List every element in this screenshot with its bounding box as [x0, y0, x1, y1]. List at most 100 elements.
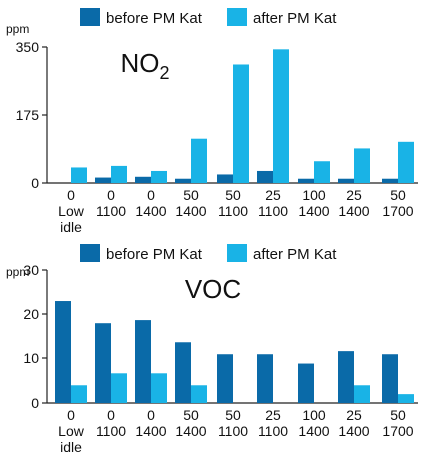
bar-after	[398, 394, 414, 403]
bar-before	[257, 170, 273, 183]
x-category-label-line: 25	[265, 407, 281, 423]
legend-item: before PM Kat	[80, 8, 203, 27]
y-tick-label: 20	[23, 306, 39, 322]
bar-after	[314, 161, 330, 183]
x-category-label-line: 1100	[258, 203, 288, 219]
y-tick-label: 0	[31, 395, 39, 411]
x-category-label: 0 1400	[135, 187, 166, 219]
x-category-label-line: 1400	[175, 423, 206, 439]
y-tick-label: 30	[23, 262, 39, 278]
x-category-label-line: 0	[147, 407, 155, 423]
legend-label: after PM Kat	[253, 10, 337, 27]
x-category-label-line: 50	[183, 407, 199, 423]
bar-after	[151, 170, 167, 183]
legend-swatch	[227, 8, 247, 26]
x-category-label: 0 1100	[96, 407, 126, 439]
bar-before	[338, 351, 354, 403]
legend-item: after PM Kat	[227, 8, 337, 27]
x-category-label-line: 1400	[135, 423, 166, 439]
bar-after	[398, 141, 414, 183]
bar-before	[95, 177, 111, 183]
x-category-label: 0 1400	[135, 407, 166, 439]
x-category-label-line: 25	[346, 407, 362, 423]
x-category-label-line: 0	[67, 187, 75, 203]
x-category-label-line: 0	[67, 407, 75, 423]
x-category-label-line: idle	[60, 219, 82, 235]
bar-after	[233, 64, 249, 183]
legend: before PM Kat after PM Kat	[80, 244, 337, 263]
bar-before	[382, 178, 398, 183]
bar-after	[354, 148, 370, 183]
x-category-label-line: 100	[302, 407, 326, 423]
x-category-label: 0 Low idle	[58, 407, 85, 455]
bar-before	[338, 178, 354, 183]
x-category-label: 25 1100	[258, 187, 288, 219]
x-category-label-line: 0	[107, 407, 115, 423]
x-category-label-line: 1100	[218, 203, 248, 219]
bar-after	[71, 167, 87, 183]
bar-after	[191, 385, 207, 403]
x-category-label: 50 1400	[175, 187, 206, 219]
x-category-label-line: 50	[390, 187, 406, 203]
x-category-label: 0 Low idle	[58, 187, 85, 235]
bar-before	[298, 363, 314, 403]
bar-after	[354, 385, 370, 403]
bar-before	[95, 323, 111, 403]
y-tick-label: 0	[31, 175, 39, 191]
y-tick-label: 350	[16, 39, 40, 55]
bar-before	[257, 354, 273, 403]
x-category-label-line: 25	[265, 187, 281, 203]
x-category-label-line: 50	[225, 407, 241, 423]
y-tick-label: 10	[23, 350, 39, 366]
x-category-label: 50 1100	[218, 407, 248, 439]
x-category-label-line: 1100	[258, 423, 288, 439]
x-category-label: 100 1400	[298, 187, 329, 219]
x-category-label-line: 50	[390, 407, 406, 423]
x-category-label-line: 1400	[298, 203, 329, 219]
chart-title: NO2	[120, 48, 169, 83]
x-category-label-line: 1400	[298, 423, 329, 439]
bar-before	[135, 176, 151, 183]
legend-label: after PM Kat	[253, 246, 337, 263]
legend-item: before PM Kat	[80, 244, 203, 263]
chart-title-subscript: 2	[159, 63, 169, 83]
y-tick-label: 175	[16, 107, 40, 123]
x-category-label: 25 1400	[338, 407, 369, 439]
x-category-label: 50 1100	[218, 187, 248, 219]
x-category-label-line: 100	[302, 187, 326, 203]
x-category-label-line: 0	[107, 187, 115, 203]
bar-before	[135, 320, 151, 403]
bar-before	[217, 354, 233, 403]
bar-before	[175, 178, 191, 183]
bar-after	[151, 373, 167, 403]
x-category-label-line: 1400	[135, 203, 166, 219]
x-category-label-line: 1100	[96, 423, 126, 439]
legend-swatch	[80, 244, 100, 262]
x-category-label-line: idle	[60, 439, 82, 455]
chart-title-main: NO	[120, 48, 159, 78]
bar-before	[175, 342, 191, 403]
legend: before PM Kat after PM Kat	[80, 8, 337, 27]
bar-after	[273, 49, 289, 184]
y-axis-unit-label: ppm	[6, 265, 29, 279]
bar-before	[298, 178, 314, 183]
chart-title: VOC	[185, 274, 241, 304]
x-category-label: 50 1700	[382, 187, 413, 219]
x-category-label-line: 50	[183, 187, 199, 203]
x-category-label-line: Low	[58, 203, 85, 219]
x-category-label-line: 1700	[382, 423, 413, 439]
x-category-label-line: 1400	[338, 203, 369, 219]
x-category-label-line: 50	[225, 187, 241, 203]
x-category-label-line: 0	[147, 187, 155, 203]
legend-label: before PM Kat	[106, 10, 203, 27]
bar-after	[71, 385, 87, 403]
bar-after	[111, 165, 127, 183]
x-category-label-line: 1400	[338, 423, 369, 439]
x-category-label: 0 1100	[96, 187, 126, 219]
bar-after	[111, 373, 127, 403]
legend-swatch	[80, 8, 100, 26]
x-category-label-line: 25	[346, 187, 362, 203]
x-category-label-line: Low	[58, 423, 85, 439]
